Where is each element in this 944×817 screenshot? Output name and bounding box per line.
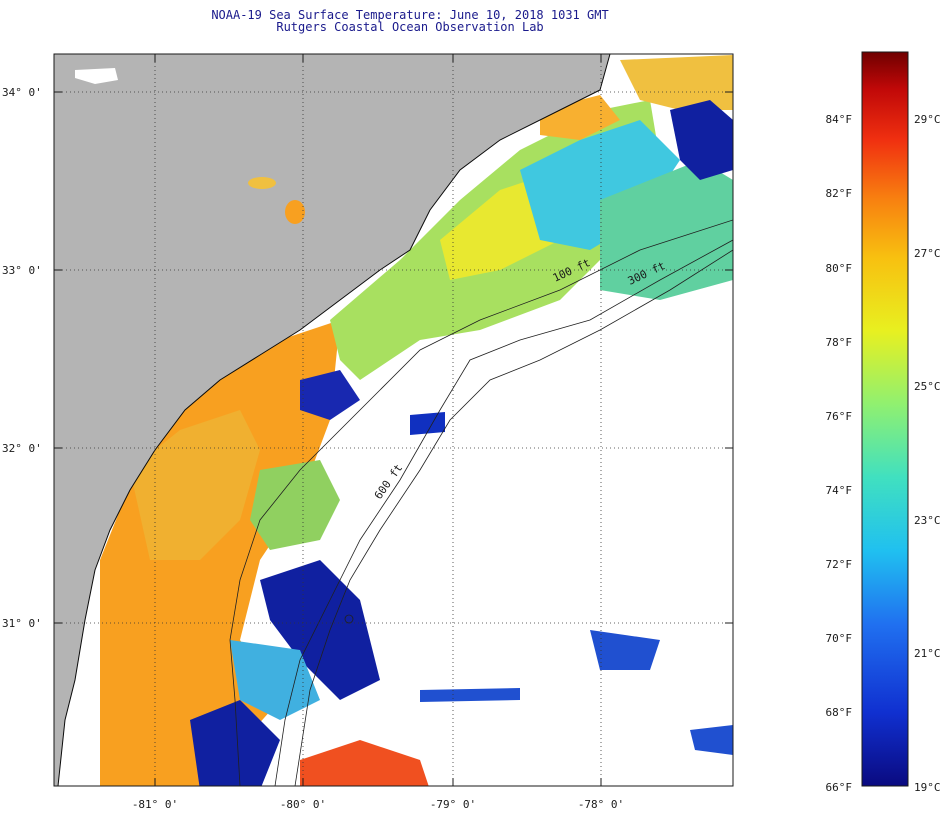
lon-label-79: -79° 0' bbox=[430, 798, 476, 811]
colorbar-f-label: 74°F bbox=[826, 484, 853, 497]
coastline bbox=[57, 54, 611, 786]
lon-label-78: -78° 0' bbox=[578, 798, 624, 811]
land-mass bbox=[54, 54, 610, 786]
colorbar bbox=[861, 51, 909, 787]
isobath-300ft bbox=[274, 239, 733, 786]
colorbar-f-label: 80°F bbox=[826, 262, 853, 275]
colorbar-f-label: 68°F bbox=[826, 706, 853, 719]
colorbar-c-label: 19°C bbox=[914, 781, 941, 794]
lat-label-34: 34° 0' bbox=[2, 86, 42, 99]
plot-border bbox=[53, 53, 734, 787]
isobath-600ft bbox=[294, 249, 733, 786]
lon-label-80: -80° 0' bbox=[280, 798, 326, 811]
sst-field bbox=[100, 55, 733, 786]
colorbar-f-label: 72°F bbox=[826, 558, 853, 571]
colorbar-c-label: 27°C bbox=[914, 247, 941, 260]
lat-label-32: 32° 0' bbox=[2, 442, 42, 455]
colorbar-c-label: 21°C bbox=[914, 647, 941, 660]
colorbar-f-label: 66°F bbox=[826, 781, 853, 794]
colorbar-fahrenheit-labels: 84°F 82°F 80°F 78°F 76°F 74°F 72°F 70°F 68°F 66°F bbox=[826, 113, 853, 794]
map-subtitle: Rutgers Coastal Ocean Observation Lab bbox=[276, 20, 544, 34]
colorbar-f-label: 84°F bbox=[826, 113, 853, 126]
isobath-seamount bbox=[344, 614, 354, 624]
lon-label-81: -81° 0' bbox=[132, 798, 178, 811]
inland-cloud bbox=[75, 68, 118, 84]
colorbar-f-label: 76°F bbox=[826, 410, 853, 423]
inland-lake bbox=[285, 200, 305, 224]
inland-lake-2 bbox=[248, 177, 276, 189]
colorbar-f-label: 82°F bbox=[826, 187, 853, 200]
colorbar-c-label: 23°C bbox=[914, 514, 941, 527]
colorbar-celsius-labels: 29°C 27°C 25°C 23°C 21°C 19°C bbox=[914, 113, 941, 794]
axis-ticks bbox=[54, 54, 733, 786]
lat-label-33: 33° 0' bbox=[2, 264, 42, 277]
colorbar-c-label: 25°C bbox=[914, 380, 941, 393]
colorbar-c-label: 29°C bbox=[914, 113, 941, 126]
map-title: NOAA-19 Sea Surface Temperature: June 10… bbox=[211, 8, 609, 22]
colorbar-f-label: 78°F bbox=[826, 336, 853, 349]
lat-label-31: 31° 0' bbox=[2, 617, 42, 630]
isobath-100ft bbox=[229, 219, 733, 786]
colorbar-f-label: 70°F bbox=[826, 632, 853, 645]
